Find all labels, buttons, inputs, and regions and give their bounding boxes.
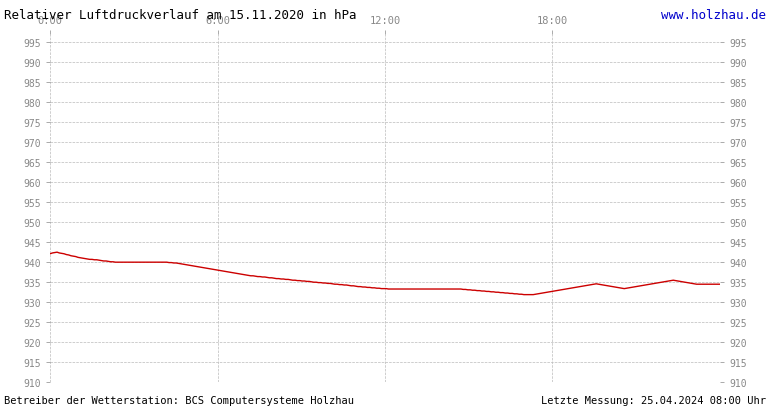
Text: www.holzhau.de: www.holzhau.de (661, 9, 766, 22)
Text: Betreiber der Wetterstation: BCS Computersysteme Holzhau: Betreiber der Wetterstation: BCS Compute… (4, 395, 354, 405)
Text: Relativer Luftdruckverlauf am 15.11.2020 in hPa: Relativer Luftdruckverlauf am 15.11.2020… (4, 9, 357, 22)
Text: Letzte Messung: 25.04.2024 08:00 Uhr: Letzte Messung: 25.04.2024 08:00 Uhr (541, 395, 766, 405)
